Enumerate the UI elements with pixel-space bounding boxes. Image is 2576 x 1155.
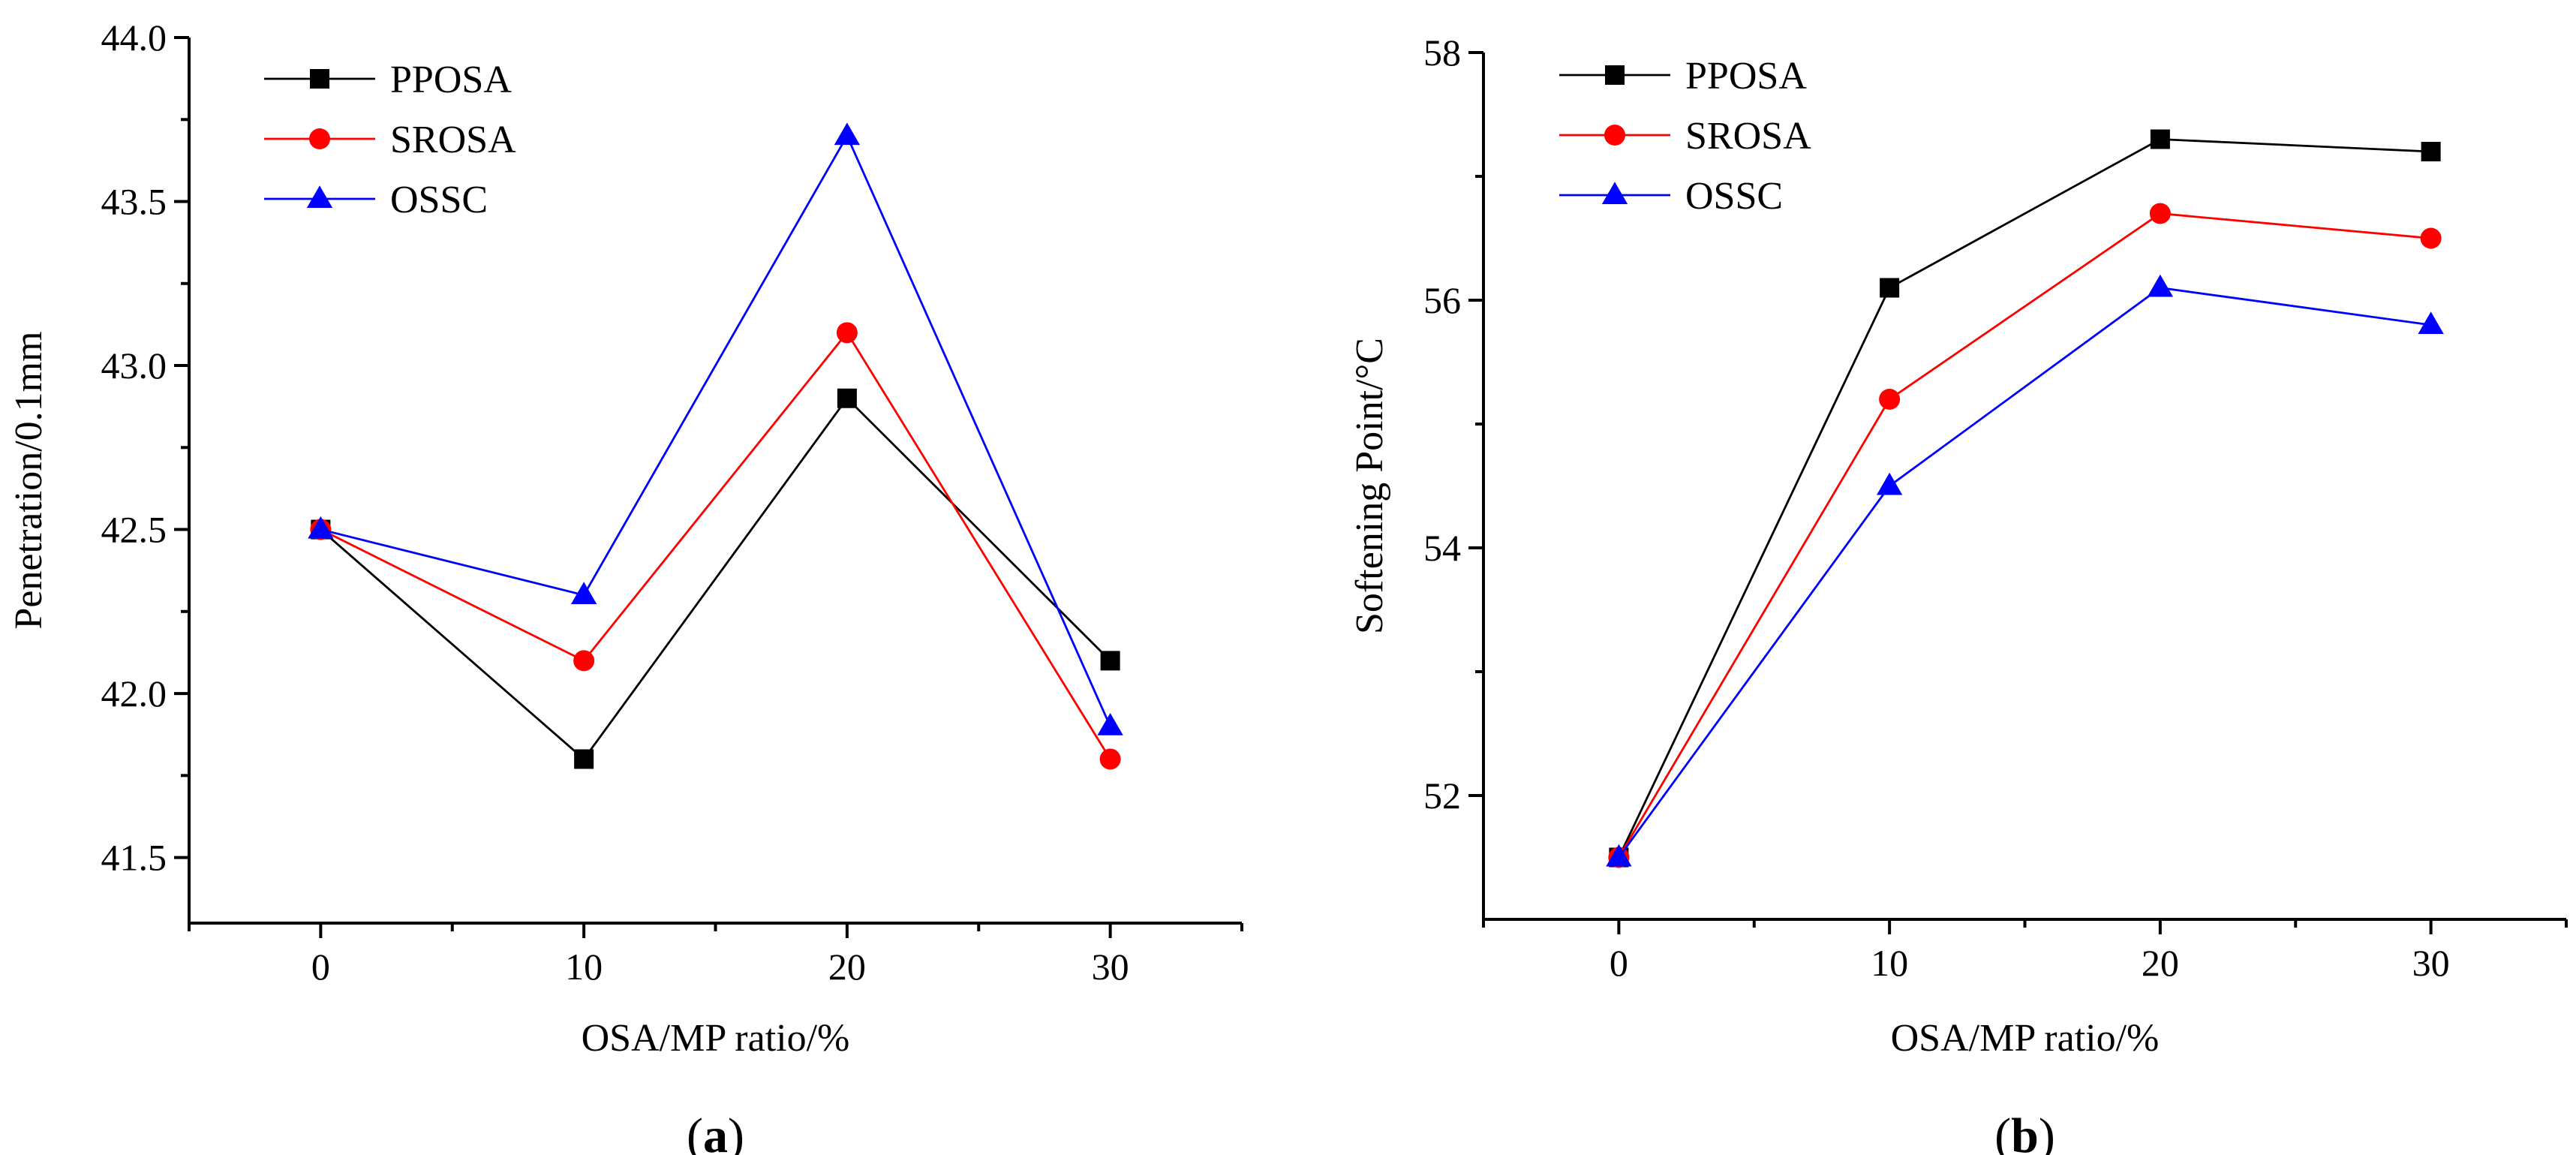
legend-marker [306, 185, 333, 209]
legend-entry: SROSA [1559, 115, 1811, 158]
series-line [320, 396, 1111, 761]
series-ossc [1606, 274, 2444, 867]
x-tick-label: 10 [565, 946, 603, 988]
data-point [1097, 713, 1123, 735]
legend-marker [1605, 65, 1625, 85]
legend-entry: PPOSA [264, 59, 512, 101]
legend-label: SROSA [1685, 115, 1811, 158]
x-tick-label: 0 [1610, 942, 1628, 984]
data-point [1100, 651, 1120, 671]
data-point [834, 122, 861, 146]
legend-marker [309, 128, 330, 149]
data-point [1606, 844, 1632, 867]
y-axis-title: Softening Point/°C [1348, 338, 1391, 634]
legend-entry: SROSA [264, 119, 516, 161]
panel-label: (a) [687, 1108, 744, 1155]
y-tick-label: 42.5 [101, 509, 167, 551]
series-srosa [1608, 203, 2442, 868]
legend-entry: OSSC [264, 179, 488, 221]
data-point [570, 582, 597, 604]
legend: PPOSA SROSA OSSC [1559, 55, 1811, 218]
data-point [2418, 311, 2444, 335]
data-point [2147, 274, 2174, 297]
panel-letter: a [703, 1108, 728, 1155]
series-line [320, 134, 1111, 727]
y-axis-title: Penetration/0.1mm [8, 331, 50, 629]
legend-entry: PPOSA [1559, 55, 1807, 98]
data-point [573, 650, 595, 672]
y-tick-label: 44.0 [101, 17, 167, 59]
legend-label: SROSA [390, 119, 516, 161]
data-point [2149, 203, 2171, 224]
series-line [1618, 287, 2431, 859]
data-point [574, 749, 594, 769]
legend-marker [1601, 182, 1628, 205]
legend-label: OSSC [1685, 175, 1783, 218]
y-tick-label: 41.5 [101, 837, 167, 879]
x-tick-label: 20 [828, 946, 866, 988]
panel-letter: b [2011, 1108, 2039, 1155]
legend-label: PPOSA [390, 59, 512, 101]
y-tick-label: 54 [1423, 527, 1461, 569]
y-tick-label: 42.0 [101, 672, 167, 714]
y-tick-label: 43.0 [101, 344, 167, 387]
x-tick-label: 30 [1092, 946, 1129, 988]
x-tick-label: 30 [2412, 942, 2450, 984]
chart-panel-a: 41.5 42.0 42.5 43.0 43.5 44.0 0 10 20 30 Penetrati… [8, 17, 1243, 1155]
data-point [308, 516, 334, 539]
series-line [320, 330, 1111, 760]
chart-panel-b: 52 54 56 58 0 10 20 30 Softening Point/°C OSA/MP … [1348, 32, 2568, 1155]
data-point [836, 322, 858, 344]
x-axis-title: OSA/MP ratio/% [1891, 1017, 2160, 1060]
y-tick-label: 56 [1423, 279, 1461, 321]
legend-label: OSSC [390, 179, 488, 221]
data-point [837, 388, 857, 408]
series-pposa [1609, 129, 2441, 868]
x-tick-label: 0 [311, 946, 330, 988]
legend: PPOSA SROSA OSSC [264, 59, 516, 221]
data-point [1880, 278, 1900, 298]
y-tick-label: 52 [1423, 775, 1461, 817]
y-tick-label: 43.5 [101, 181, 167, 223]
legend-marker [310, 69, 329, 89]
panel-label: (b) [1994, 1108, 2055, 1155]
data-point [1099, 748, 1121, 770]
series-line [1618, 138, 2431, 859]
x-tick-label: 20 [2142, 942, 2179, 984]
legend-marker [1604, 125, 1625, 146]
series-srosa [310, 322, 1121, 770]
x-tick-label: 10 [1871, 942, 1908, 984]
data-point [2421, 142, 2441, 161]
series-line [1618, 212, 2431, 859]
y-tick-label: 58 [1423, 32, 1461, 74]
x-axis-title: OSA/MP ratio/% [582, 1017, 850, 1060]
data-point [2150, 129, 2170, 149]
legend-entry: OSSC [1559, 175, 1783, 218]
data-point [2420, 227, 2442, 249]
data-point [1876, 472, 1903, 495]
legend-label: PPOSA [1685, 55, 1807, 98]
series-ossc [308, 122, 1123, 735]
data-point [1879, 389, 1901, 410]
